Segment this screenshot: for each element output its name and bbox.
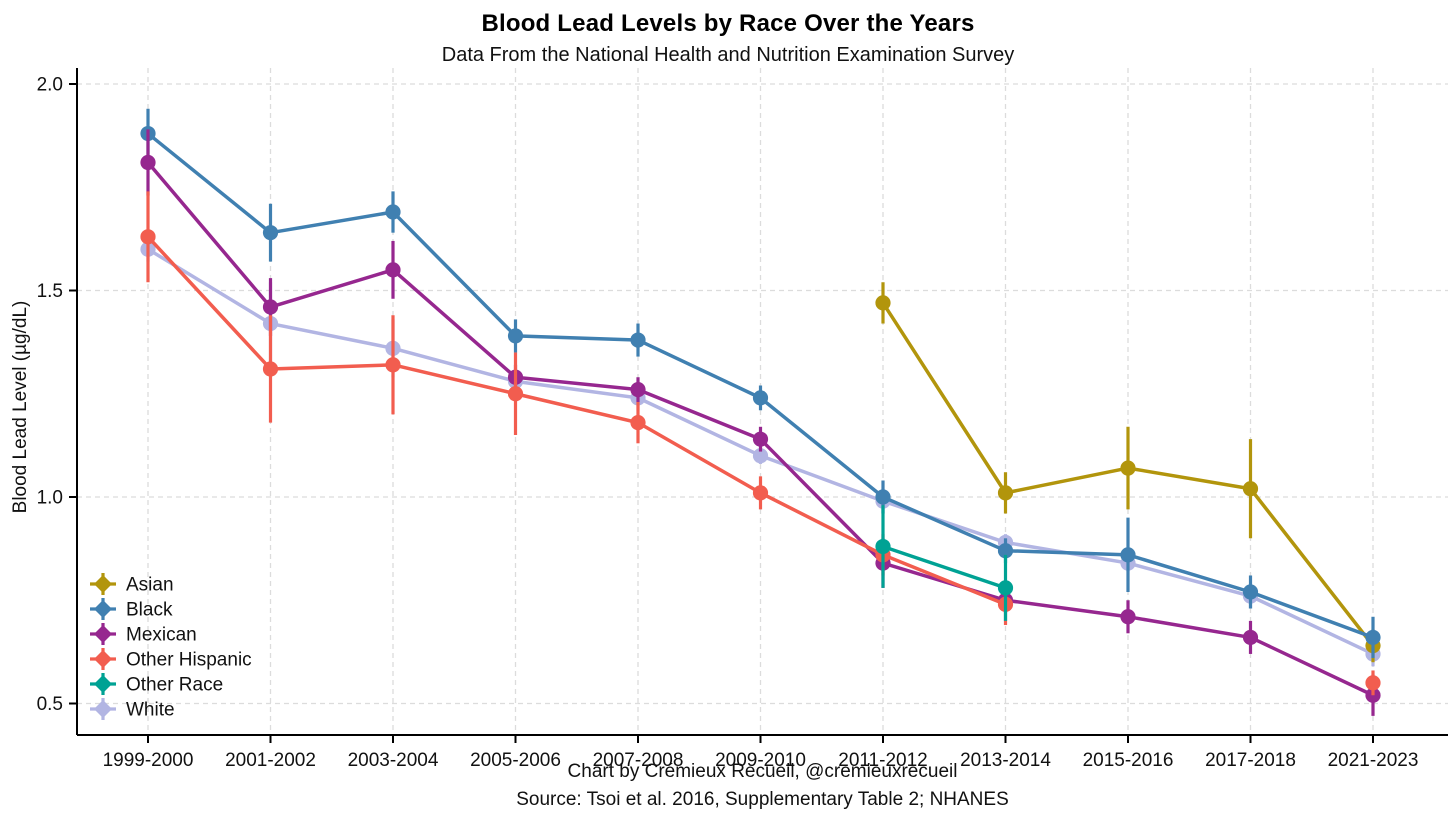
legend-key-diamond — [94, 575, 112, 593]
data-point — [385, 262, 401, 278]
data-point — [1242, 584, 1259, 600]
legend-key-diamond — [94, 600, 112, 618]
data-point — [1365, 675, 1381, 691]
data-point — [140, 154, 156, 171]
x-tick-label: 1999-2000 — [103, 750, 194, 771]
chart-title: Blood Lead Levels by Race Over the Years — [481, 10, 975, 37]
series-line — [882, 544, 1007, 590]
legend-label: Black — [126, 600, 173, 621]
data-point — [385, 204, 401, 220]
data-point — [385, 357, 401, 373]
legend-item-asian: Asian — [90, 573, 174, 596]
data-point — [997, 580, 1014, 596]
data-point — [262, 361, 279, 377]
legend-label: Mexican — [126, 625, 197, 646]
x-tick-label: 2011-2012 — [838, 750, 927, 771]
legend: Asian Black Mexican Other Hispanic Other Rac… — [90, 573, 252, 721]
x-tick-label: 2009-2010 — [715, 750, 806, 771]
data-point — [630, 332, 646, 348]
data-point — [1365, 629, 1381, 646]
data-point — [1120, 547, 1136, 563]
x-tick-label: 2021-2023 — [1328, 750, 1419, 771]
x-tick-label: 2015-2016 — [1083, 750, 1174, 771]
caption-credit: Chart by Crémieux Recueil, @cremieuxrecu… — [567, 761, 958, 782]
x-tick-label: 2013-2014 — [960, 750, 1051, 771]
data-point — [1242, 481, 1259, 497]
legend-label: Other Race — [126, 675, 223, 696]
chart-subtitle: Data From the National Health and Nutrit… — [441, 44, 1015, 66]
data-point — [875, 295, 891, 311]
data-point — [507, 386, 524, 402]
data-point — [1242, 629, 1259, 646]
legend-item-other-hispanic: Other Hispanic — [90, 648, 252, 671]
data-point — [752, 431, 769, 447]
data-point — [875, 489, 891, 505]
y-tick-label: 0.5 — [37, 694, 63, 715]
data-point — [262, 225, 279, 241]
x-tick-label: 2007-2008 — [593, 750, 684, 771]
axes — [69, 68, 1448, 743]
y-tick-label: 1.5 — [37, 281, 63, 302]
legend-label: Other Hispanic — [126, 650, 252, 671]
data-point — [262, 299, 279, 315]
x-tick-label: 2003-2004 — [348, 750, 439, 771]
legend-key-diamond — [94, 700, 112, 718]
legend-item-mexican: Mexican — [90, 623, 197, 646]
data-point — [630, 415, 646, 431]
legend-key-diamond — [94, 625, 112, 643]
data-point — [507, 328, 524, 344]
data-point — [752, 390, 769, 406]
data-point — [1120, 609, 1136, 625]
data-point — [752, 485, 769, 501]
legend-label: White — [126, 700, 175, 721]
data-point — [875, 538, 891, 555]
caption-source: Source: Tsoi et al. 2016, Supplementary … — [516, 789, 1009, 810]
data-point — [630, 382, 646, 398]
y-tick-label: 1.0 — [37, 488, 63, 509]
legend-item-white: White — [90, 698, 175, 721]
legend-item-other-race: Other Race — [90, 673, 223, 696]
series-line — [146, 235, 1007, 607]
legend-label: Asian — [126, 575, 174, 596]
y-tick-label: 2.0 — [37, 75, 63, 96]
x-tick-label: 2001-2002 — [225, 750, 316, 771]
legend-key-diamond — [94, 650, 112, 668]
series-black — [140, 108, 1381, 659]
data-point — [140, 229, 156, 245]
legend-key-diamond — [94, 675, 112, 693]
x-tick-label: 2017-2018 — [1205, 750, 1296, 771]
data-point — [1120, 460, 1136, 476]
x-tick-label: 2005-2006 — [470, 750, 561, 771]
series-other-race — [875, 505, 1014, 621]
tick-labels: 2.0 1.5 1.0 0.5 1999-2000 2001-2002 2003-2004 2… — [37, 75, 1419, 772]
data-point — [997, 543, 1014, 559]
data-point — [997, 485, 1014, 501]
legend-item-black: Black — [90, 598, 173, 621]
data-point — [752, 448, 769, 464]
